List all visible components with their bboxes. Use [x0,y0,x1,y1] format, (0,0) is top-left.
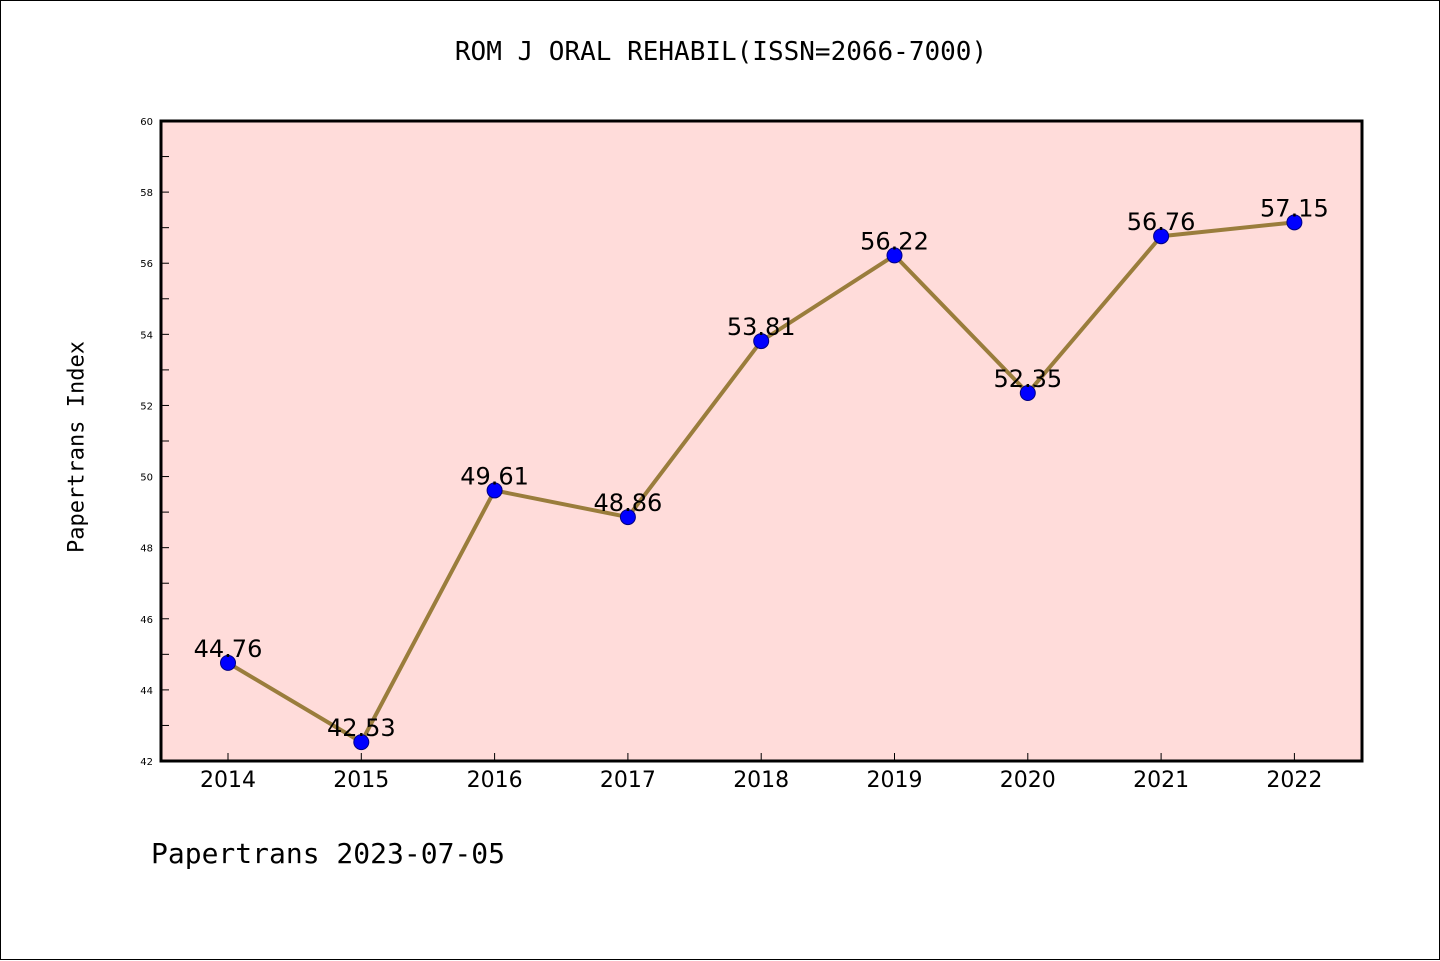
x-tick-label: 2017 [600,768,656,793]
data-point [1286,214,1303,231]
y-tick-label: 52 [140,401,153,412]
y-tick-label: 46 [140,615,153,626]
y-tick-label: 58 [140,188,153,199]
footer-caption: Papertrans 2023-07-05 [151,837,506,870]
data-point [353,734,370,751]
x-tick-label: 2021 [1133,768,1189,793]
data-label: 52.35 [993,365,1062,393]
y-tick-label: 50 [140,473,153,484]
data-label: 44.76 [194,635,263,663]
data-label: 56.76 [1127,208,1196,236]
data-label: 57.15 [1260,194,1329,222]
x-tick-label: 2019 [867,768,923,793]
y-tick-label: 44 [140,686,153,697]
data-label: 53.81 [727,313,796,341]
y-tick-label: 60 [140,117,153,128]
x-tick-label: 2018 [733,768,789,793]
x-tick-label: 2015 [333,768,389,793]
data-point [1153,228,1170,245]
x-tick-label: 2016 [467,768,523,793]
y-tick-label: 42 [140,757,153,768]
data-label: 48.86 [594,489,663,517]
data-label: 42.53 [327,714,396,742]
y-tick-label: 56 [140,259,153,270]
chart-title: ROM J ORAL REHABIL(ISSN=2066-7000) [454,37,988,67]
plot-background [161,121,1362,761]
y-tick-label: 48 [140,544,153,555]
data-label: 56.22 [860,227,929,255]
data-point [886,247,903,264]
x-tick-label: 2022 [1266,768,1322,793]
data-point [1019,385,1036,401]
data-label: 49.61 [460,462,529,490]
data-point [619,509,636,526]
y-tick-label: 54 [140,330,153,341]
plot-border [159,119,1364,763]
x-tick-label: 2020 [1000,768,1056,793]
data-point [753,333,770,350]
y-axis-label: Papertrans Index [64,341,90,553]
data-point [486,482,503,499]
data-point [220,654,236,671]
x-tick-label: 2014 [200,768,256,793]
